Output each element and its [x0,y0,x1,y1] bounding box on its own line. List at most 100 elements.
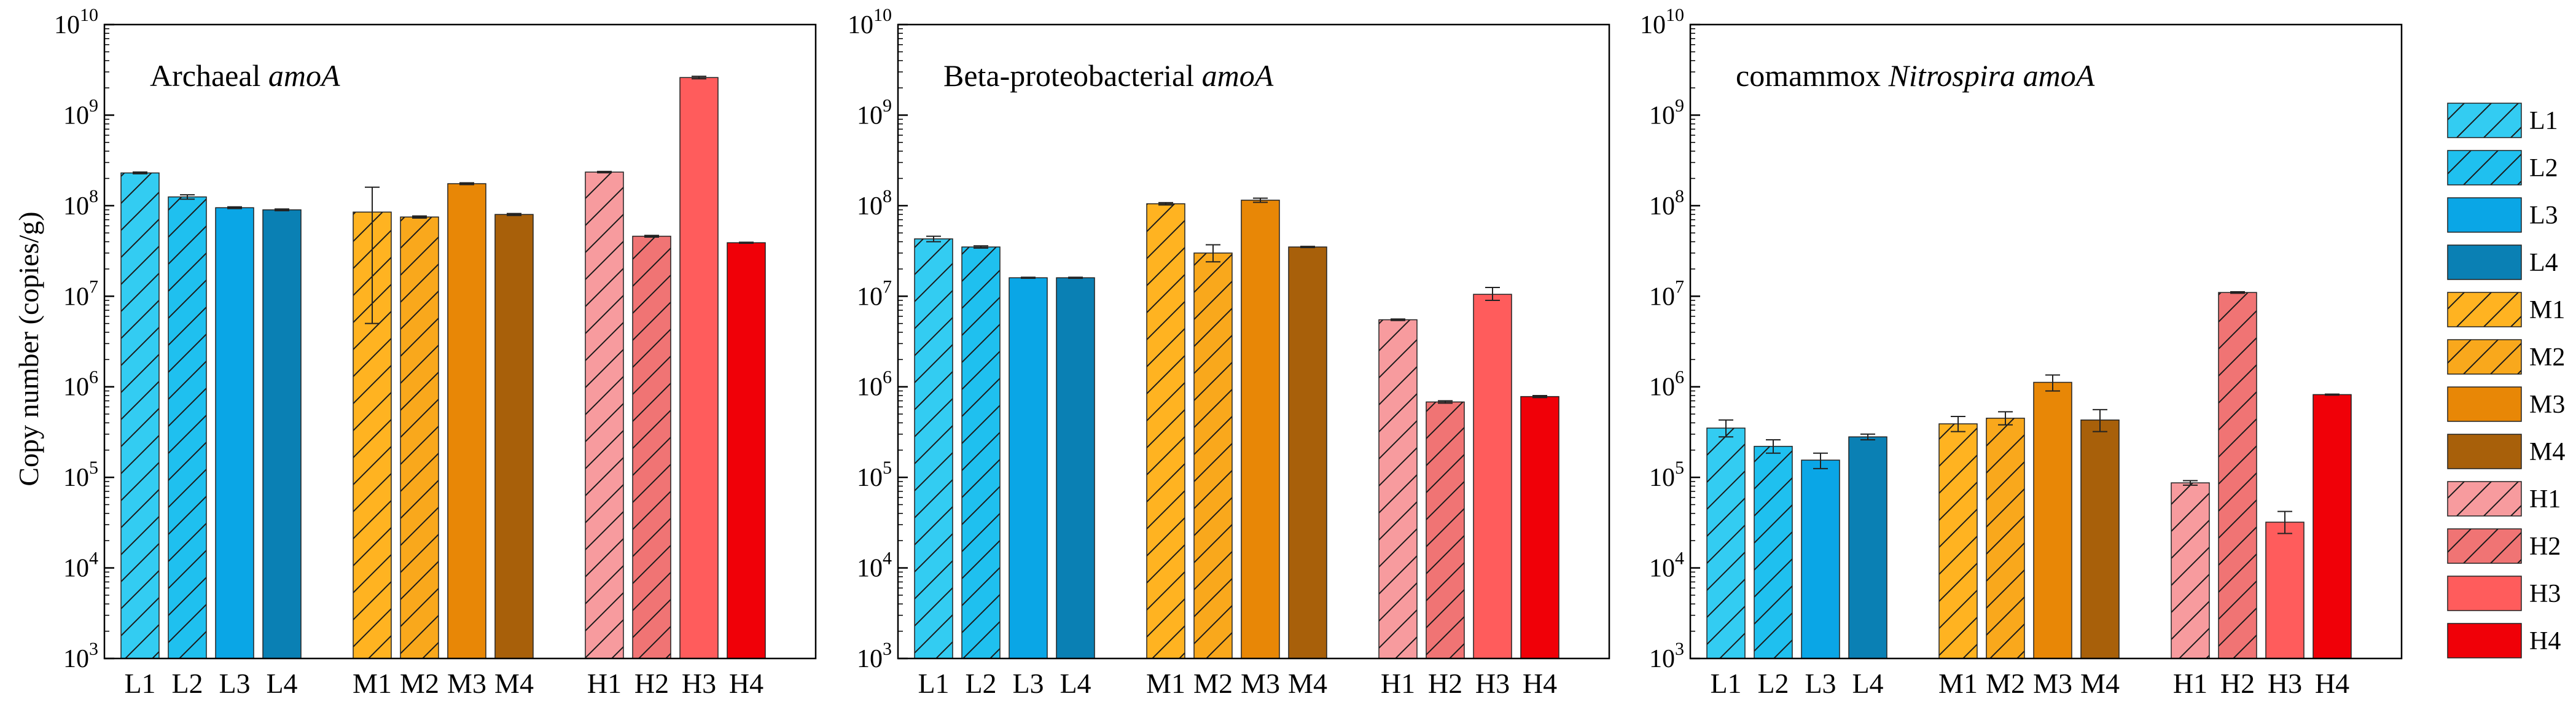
legend-label-H1: H1 [2529,485,2561,514]
bar-H3 [1473,294,1512,659]
error-bar-M2 [1206,244,1220,263]
y-tick-label: 105 [857,458,892,492]
x-tick-label-M3: M3 [1241,668,1280,699]
bar-L3 [215,207,254,659]
x-tick-label-L3: L3 [1012,668,1044,699]
legend-label-H2: H2 [2529,533,2561,561]
legend-swatch-H3 [2447,576,2522,611]
error-bar-H1 [597,171,612,174]
x-tick-label-H1: H1 [1381,668,1415,699]
bar-L1 [120,172,160,659]
error-bar-H2 [2230,291,2245,294]
panel-title: Beta-proteobacterial amoA [943,58,1274,93]
bar-M2 [1193,252,1233,659]
error-bar-H4 [2325,393,2340,396]
bar-L3 [1801,459,1840,659]
x-tick-label-M2: M2 [1986,668,2025,699]
error-bar-L4 [275,208,289,212]
legend-swatch-H4 [2447,623,2522,658]
error-bar-M1 [1951,416,1965,432]
bar-H2 [2218,292,2257,659]
bar-H4 [727,242,766,659]
bar-H4 [1520,396,1559,659]
x-tick-label-M3: M3 [447,668,486,699]
panel-title: comammox Nitrospira amoA [1736,58,2095,93]
error-bar-H3 [692,76,706,80]
y-tick-label: 104 [63,549,98,583]
x-tick-label-L3: L3 [1805,668,1836,699]
x-tick-label-H3: H3 [1475,668,1510,699]
y-tick-label: 109 [1649,95,1684,130]
error-bar-M1 [365,186,380,324]
y-tick-label: 103 [63,639,98,673]
error-bar-H4 [1532,395,1547,399]
legend-label-M1: M1 [2529,296,2565,324]
error-bar-H1 [1391,318,1405,321]
error-bar-H3 [1485,286,1500,302]
legend-swatch-M1 [2447,292,2522,327]
error-bar-H4 [739,241,754,244]
bar-H2 [632,235,671,659]
x-tick-label-M1: M1 [1146,668,1185,699]
error-bar-M1 [1158,201,1173,206]
y-tick-label: 109 [857,95,892,130]
bar-M4 [2080,420,2120,659]
error-bar-L2 [1766,439,1781,454]
error-bar-M4 [507,213,521,216]
bar-L4 [262,209,302,659]
legend-label-L2: L2 [2529,154,2558,182]
bar-M4 [1288,246,1327,659]
x-tick-label-H2: H2 [1428,668,1462,699]
x-tick-label-L2: L2 [1757,668,1789,699]
y-tick-label: 108 [857,186,892,221]
error-bar-H3 [2277,510,2292,534]
legend-label-H3: H3 [2529,580,2561,608]
plot-frame [1689,23,2403,660]
legend-label-M4: M4 [2529,438,2565,466]
legend-label-L3: L3 [2529,201,2558,230]
legend-swatch-L2 [2447,150,2522,186]
bar-H1 [2171,482,2210,659]
bar-L2 [1754,445,1793,659]
y-tick-label: 108 [1649,186,1684,221]
y-tick-label: 103 [857,639,892,673]
y-tick-label: 107 [857,276,892,311]
legend-label-M3: M3 [2529,391,2565,419]
bar-L2 [961,246,1001,659]
legend-swatch-H1 [2447,481,2522,517]
x-tick-label-H1: H1 [2173,668,2207,699]
y-tick-label: 107 [63,276,98,311]
legend-swatch-L4 [2447,244,2522,280]
error-bar-H2 [644,235,659,238]
legend-swatch-M4 [2447,434,2522,469]
legend-label-H4: H4 [2529,627,2561,655]
bar-H1 [1378,319,1418,659]
error-bar-L2 [974,245,988,249]
error-bar-L4 [1068,276,1083,279]
bar-L4 [1848,436,1887,659]
y-tick-label: 106 [63,367,98,402]
error-bar-L3 [227,206,242,209]
x-tick-label-H2: H2 [2220,668,2255,699]
bar-L1 [1706,428,1746,659]
x-tick-label-H2: H2 [634,668,669,699]
x-tick-label-L4: L4 [266,668,297,699]
x-tick-label-H4: H4 [1523,668,1557,699]
bar-H2 [1426,401,1465,659]
bar-M2 [1986,418,2025,659]
bar-H4 [2313,394,2352,659]
bar-M4 [494,214,534,659]
legend-swatch-L3 [2447,197,2522,233]
bar-L2 [168,196,207,659]
error-bar-L4 [1860,433,1875,440]
legend-swatch-L1 [2447,103,2522,138]
x-tick-label-M4: M4 [2080,668,2120,699]
x-tick-label-L4: L4 [1852,668,1883,699]
plot-frame [103,23,817,660]
y-tick-label: 104 [1649,549,1684,583]
bar-H3 [679,77,719,659]
legend: L1 L2 L3 L4 M1 M2 M3 M4 H1 H2 H3 H4 [2447,103,2565,658]
x-tick-label-L2: L2 [171,668,203,699]
x-tick-label-M4: M4 [494,668,534,699]
